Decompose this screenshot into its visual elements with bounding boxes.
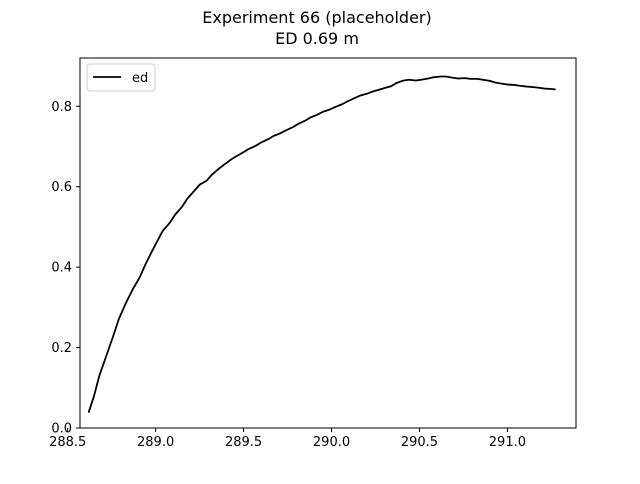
legend-label-ed: ed (132, 71, 148, 86)
chart-subtitle: ED 0.69 m (275, 29, 359, 48)
y-tick-label: 0.0 (51, 422, 72, 437)
y-tick-label: 0.2 (51, 341, 72, 356)
x-tick-label: 290.5 (401, 435, 438, 450)
series-line-ed (87, 75, 556, 413)
plot-frame (79, 57, 577, 429)
x-tick-label: 288.5 (49, 435, 86, 450)
x-tick-label: 290.0 (313, 435, 350, 450)
y-tick-label: 0.4 (51, 261, 72, 276)
y-tick-label: 0.8 (51, 100, 72, 115)
x-tick-label: 289.0 (137, 435, 174, 450)
x-tick-label: 289.5 (225, 435, 262, 450)
y-tick-label: 0.6 (51, 180, 72, 195)
chart-title: Experiment 66 (placeholder) (202, 8, 431, 27)
y-axis-ticks: 0.0 0.2 0.4 0.6 0.8 (51, 100, 80, 437)
legend: ed (86, 63, 156, 92)
x-axis-ticks: 288.5 289.0 289.5 290.0 290.5 291.0 (49, 428, 526, 450)
x-tick-label: 291.0 (489, 435, 526, 450)
